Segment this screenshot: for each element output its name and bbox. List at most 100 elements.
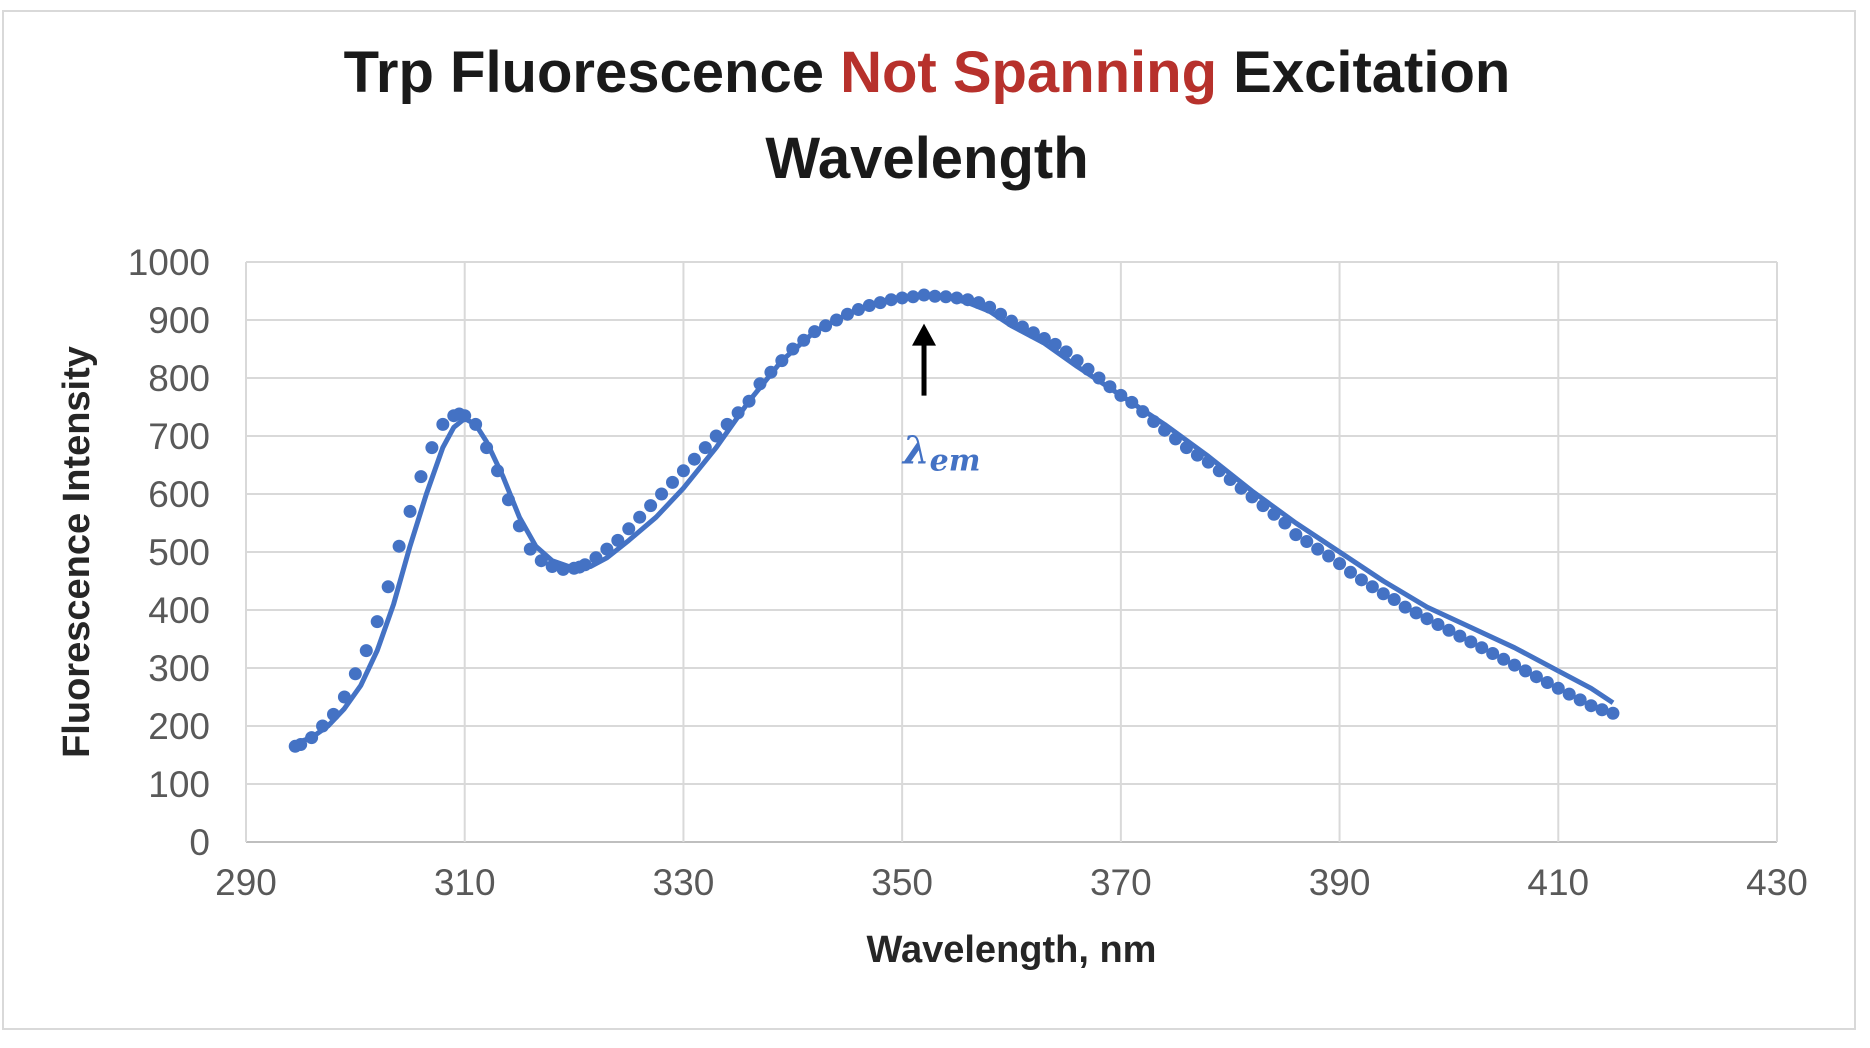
y-tick-label: 600 [148,474,210,515]
data-point [523,542,537,556]
data-point [1026,326,1040,340]
data-point [1212,464,1226,478]
y-tick-label: 400 [148,590,210,631]
y-tick-label: 300 [148,648,210,689]
data-point [994,307,1008,321]
chart-title: Trp Fluorescence Not Spanning Excitation… [0,30,1854,202]
y-axis-label: Fluorescence Intensity [56,346,98,758]
data-point [326,707,340,721]
x-tick-label: 390 [1309,862,1371,903]
data-point [819,319,833,333]
data-point [1005,314,1018,328]
data-point [556,562,570,576]
x-axis-label: Wavelength, nm [867,929,1157,971]
y-tick-label: 0 [189,822,210,863]
title-highlight: Not Spanning [840,40,1218,105]
x-tick-labels: 290 310 330 350 370 390 410 430 [215,862,1808,903]
data-point [1289,528,1303,542]
data-point [1354,573,1368,587]
data-point [895,291,909,305]
data-point [1169,432,1183,446]
data-point [972,296,986,310]
data-point [425,441,439,455]
y-tick-label: 700 [148,416,210,457]
y-tick-label: 800 [148,358,210,399]
data-point [1300,535,1314,549]
data-point [1540,676,1554,689]
data-point [928,289,942,303]
data-point [1278,516,1292,530]
data-point [644,499,658,513]
x-tick-label: 430 [1746,862,1808,903]
data-point [1037,332,1051,346]
data-point [1420,612,1434,626]
data-point [1092,371,1106,385]
data-point [1103,380,1117,394]
y-tick-label: 1000 [128,242,210,283]
data-point [1256,499,1270,513]
data-point [1081,362,1095,376]
data-point [1486,647,1500,660]
data-point [1518,664,1532,678]
data-point [1376,587,1390,601]
series-line [294,293,1615,746]
title-part2: Excitation [1217,40,1511,105]
x-tick-label: 330 [653,862,715,903]
y-tick-label: 500 [148,532,210,573]
data-point [545,560,559,573]
data-point [1573,693,1587,707]
x-tick-label: 310 [434,862,496,903]
data-point [775,354,789,368]
data-point [939,290,953,304]
data-point [917,288,931,302]
data-point [512,519,526,533]
data-point [633,510,647,524]
data-point [1409,606,1423,620]
x-tick-label: 410 [1527,862,1589,903]
data-point [1365,580,1379,594]
data-point [1508,658,1522,672]
data-point [1333,557,1347,571]
data-point [808,325,822,339]
data-point [1147,415,1161,428]
data-point [359,644,373,658]
data-point [534,554,548,568]
data-point [1048,337,1062,351]
x-tick-label: 350 [871,862,933,903]
data-point [797,333,811,347]
data-point [906,290,920,304]
data-point [1595,703,1609,717]
data-point [742,394,756,408]
data-point [840,307,854,321]
data-point [403,504,417,518]
data-point [655,487,669,501]
data-point [501,493,515,507]
data-point [1464,635,1478,649]
data-point [600,542,614,556]
data-point [381,580,395,594]
data-point [1190,448,1204,462]
data-point [414,470,428,484]
data-point [1158,423,1172,437]
grid-lines [245,261,1778,843]
data-point [1234,481,1248,495]
data-point [873,296,887,310]
y-tick-label: 100 [148,764,210,805]
data-point [1344,565,1358,579]
data-point [1223,473,1237,486]
title-part1: Trp Fluorescence [343,40,841,105]
data-point [884,293,898,307]
data-point [1070,354,1084,368]
data-point [337,690,351,704]
data-point [665,475,679,489]
x-tick-label: 290 [215,862,277,903]
data-point [611,533,625,547]
data-point [1322,549,1336,563]
data-point [720,417,734,431]
data-point [1387,593,1401,607]
data-point [1442,623,1456,637]
annotation-label: λem [901,428,981,479]
data-point [1114,388,1128,402]
data-point [961,293,975,307]
